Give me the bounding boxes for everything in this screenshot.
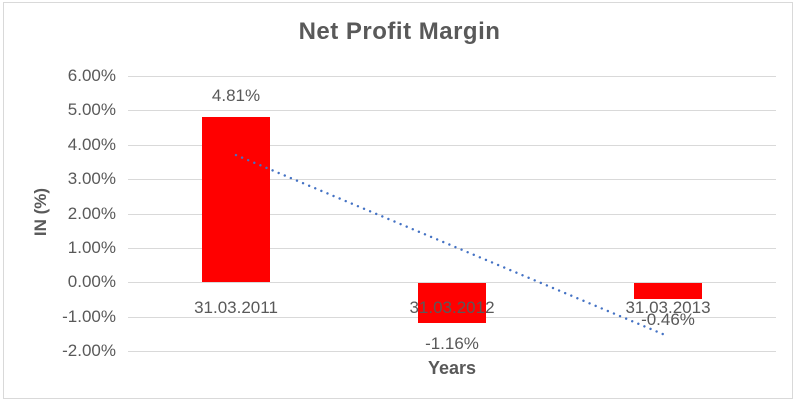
y-tick-label: 6.00% — [67, 66, 116, 85]
category-label: 31.03.2013 — [625, 298, 711, 317]
y-tick-label: 5.00% — [67, 100, 116, 120]
bar-31.03.2013 — [634, 283, 702, 300]
y-tick-label: 0.00% — [67, 272, 116, 292]
gridline — [128, 110, 776, 112]
data-label: -0.46% — [641, 310, 695, 330]
data-label: 4.81% — [211, 85, 261, 105]
bar-31.03.2011 — [202, 116, 270, 283]
y-tick-label: 4.00% — [67, 134, 116, 154]
category-label: 31.03.2012 — [409, 298, 495, 317]
y-tick-label: 2.00% — [67, 203, 116, 223]
chart-title: Net Profit Margin — [298, 18, 501, 45]
gridline — [128, 351, 776, 352]
gridline — [128, 144, 776, 146]
data-label: -1.16% — [425, 334, 479, 354]
y-tick-label: 3.00% — [67, 169, 116, 189]
gridline — [128, 76, 776, 77]
y-tick-label: -2.00% — [62, 341, 116, 360]
category-label: 31.03.2011 — [194, 298, 278, 317]
y-tick-label: -1.00% — [62, 306, 116, 326]
y-tick-label: 1.00% — [67, 237, 116, 257]
x-axis-title: Years — [427, 358, 477, 378]
